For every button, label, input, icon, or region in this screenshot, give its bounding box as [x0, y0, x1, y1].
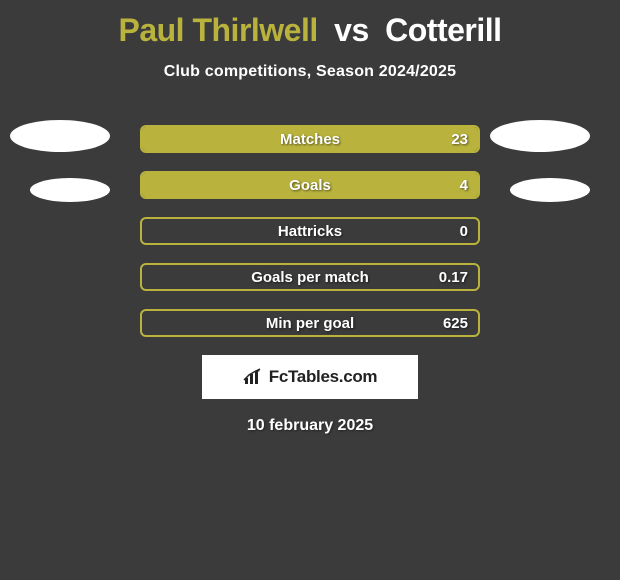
stat-value: 625: [443, 315, 468, 332]
stat-row-goals-per-match: Goals per match 0.17: [140, 263, 480, 291]
stat-label: Goals per match: [251, 269, 369, 286]
logo-inner: FcTables.com: [243, 367, 378, 387]
date-label: 10 february 2025: [0, 417, 620, 435]
stat-row-goals: Goals 4: [140, 171, 480, 199]
fctables-logo[interactable]: FcTables.com: [202, 355, 418, 399]
stat-row-matches: Matches 23: [140, 125, 480, 153]
player1-avatar-bottom: [30, 178, 110, 202]
player1-name: Paul Thirlwell: [118, 12, 317, 48]
comparison-card: Paul Thirlwell vs Cotterill Club competi…: [0, 0, 620, 580]
player2-avatar-top: [490, 120, 590, 152]
player2-name: Cotterill: [385, 12, 501, 48]
stat-label: Hattricks: [278, 223, 342, 240]
stats-block: Matches 23 Goals 4 Hattricks 0 Goals per…: [0, 125, 620, 337]
stat-label: Matches: [280, 131, 340, 148]
stat-value: 0.17: [439, 269, 468, 286]
stat-label: Min per goal: [266, 315, 354, 332]
stat-row-hattricks: Hattricks 0: [140, 217, 480, 245]
player1-avatar-top: [10, 120, 110, 152]
page-title: Paul Thirlwell vs Cotterill: [0, 0, 620, 49]
stat-value: 4: [460, 177, 468, 194]
stat-value: 23: [451, 131, 468, 148]
logo-text: FcTables.com: [269, 367, 378, 387]
barchart-icon: [243, 368, 265, 386]
vs-label: vs: [334, 12, 369, 48]
player2-avatar-bottom: [510, 178, 590, 202]
stat-label: Goals: [289, 177, 331, 194]
subtitle: Club competitions, Season 2024/2025: [0, 63, 620, 81]
stat-value: 0: [460, 223, 468, 240]
stat-row-min-per-goal: Min per goal 625: [140, 309, 480, 337]
